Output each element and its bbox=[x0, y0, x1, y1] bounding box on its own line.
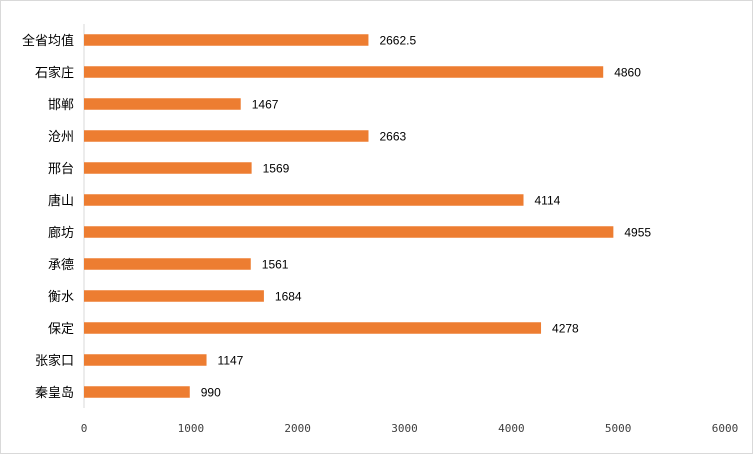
x-tick-layer: 0 1000 2000 3000 4000 5000 6000 bbox=[81, 422, 739, 435]
category-label: 保定 bbox=[48, 322, 74, 337]
category-label: 邯郸 bbox=[48, 98, 74, 113]
bar bbox=[84, 322, 542, 334]
bar bbox=[84, 194, 524, 206]
data-label: 4278 bbox=[552, 322, 579, 336]
x-tick-label: 0 bbox=[81, 422, 88, 435]
category-label: 承德 bbox=[48, 258, 74, 273]
bar bbox=[84, 162, 252, 174]
bar bbox=[84, 258, 251, 270]
x-tick-label: 1000 bbox=[178, 422, 205, 435]
bar-layer bbox=[84, 34, 614, 398]
x-tick-label: 3000 bbox=[391, 422, 418, 435]
data-label: 4114 bbox=[535, 194, 561, 208]
category-label: 邢台 bbox=[48, 162, 74, 177]
bar bbox=[84, 386, 190, 398]
bar bbox=[84, 226, 614, 238]
category-label: 衡水 bbox=[48, 290, 74, 305]
bar bbox=[84, 34, 369, 46]
bar bbox=[84, 98, 241, 110]
data-label: 4860 bbox=[614, 66, 641, 80]
x-tick-label: 2000 bbox=[284, 422, 311, 435]
category-label: 石家庄 bbox=[35, 65, 74, 81]
data-label: 4955 bbox=[624, 226, 651, 240]
category-label: 全省均值 bbox=[22, 33, 74, 49]
bar bbox=[84, 354, 207, 366]
x-tick-label: 6000 bbox=[712, 422, 739, 435]
data-label: 2662.5 bbox=[379, 34, 416, 48]
category-label: 张家口 bbox=[35, 353, 74, 369]
x-tick-label: 4000 bbox=[498, 422, 525, 435]
bar bbox=[84, 130, 369, 142]
data-label: 1561 bbox=[262, 258, 289, 272]
x-tick-label: 5000 bbox=[605, 422, 632, 435]
data-label: 990 bbox=[201, 386, 221, 400]
data-label: 1147 bbox=[218, 354, 244, 368]
bar bbox=[84, 290, 264, 302]
data-label: 2663 bbox=[379, 130, 406, 144]
category-label: 沧州 bbox=[48, 129, 74, 145]
category-label: 秦皇岛 bbox=[35, 385, 74, 401]
data-label: 1569 bbox=[263, 162, 290, 176]
category-label: 廊坊 bbox=[48, 225, 74, 241]
bar bbox=[84, 66, 604, 78]
category-label: 唐山 bbox=[48, 193, 74, 209]
data-label: 1467 bbox=[252, 98, 279, 112]
data-label-layer: 2662.5 4860 1467 2663 1569 4114 4955 1561 1684 42… bbox=[201, 34, 652, 400]
data-label: 1684 bbox=[275, 290, 302, 304]
